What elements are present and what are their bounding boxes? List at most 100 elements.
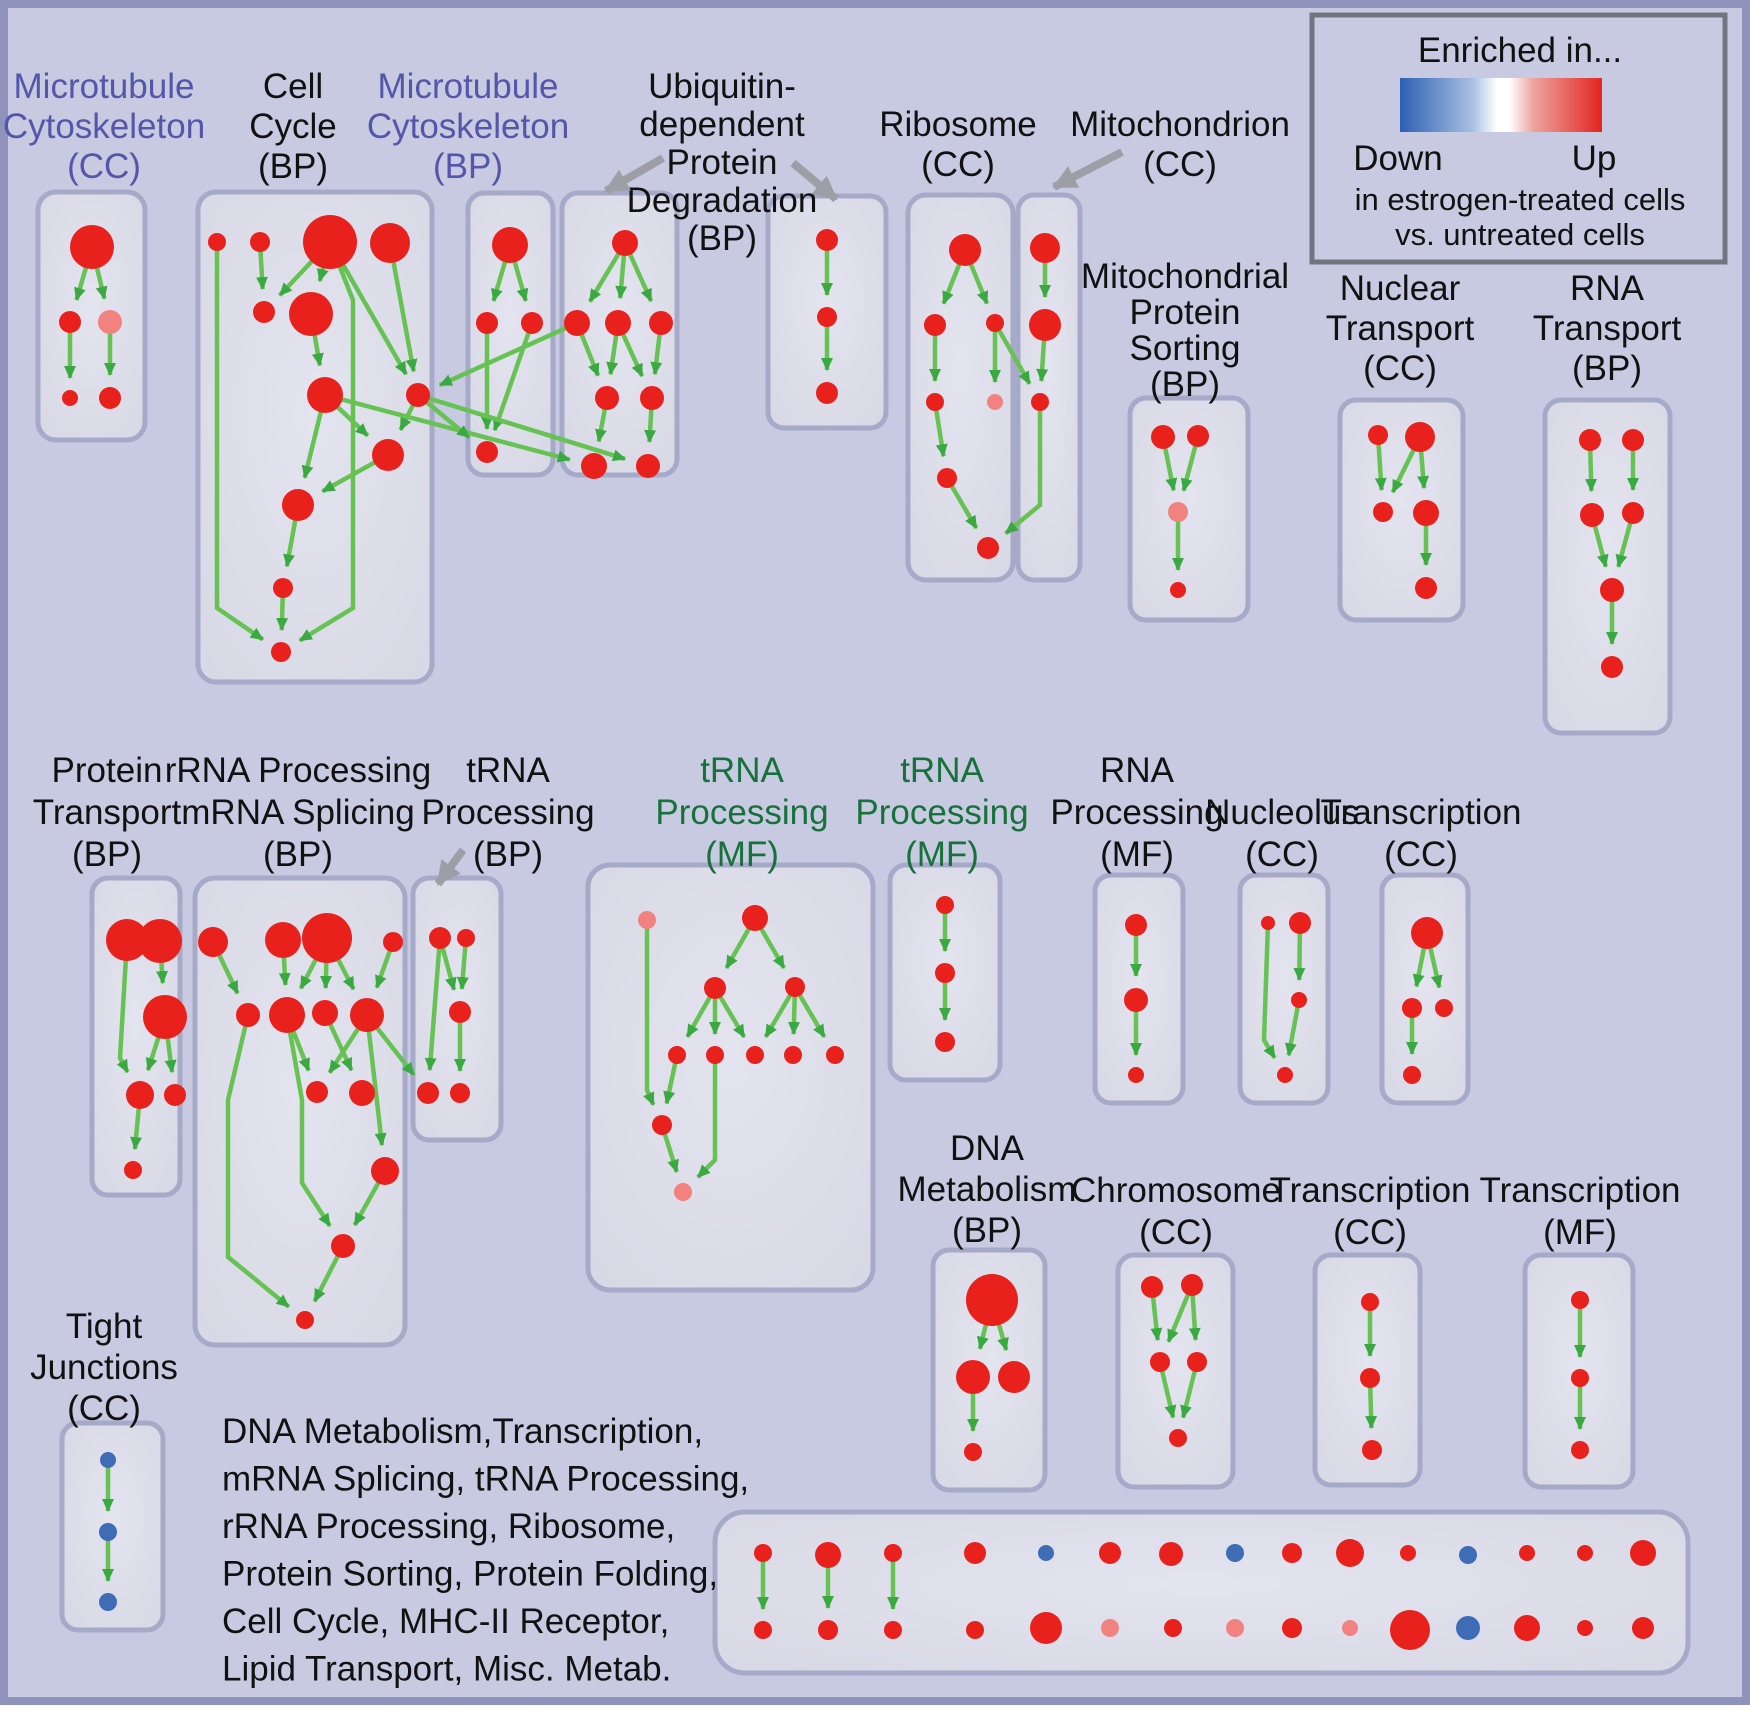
node-rrna-q7 [312,1000,338,1026]
edge-trna-mf-big-g1-g10 [643,920,656,1106]
node-mt-bp-a4 [476,441,498,463]
node-trna-mf-big-g4 [785,977,805,997]
node-rna-trans-t3 [1580,503,1604,527]
cluster-label-line: (CC) [921,145,995,184]
cluster-label-line: (CC) [67,147,141,186]
node-tight-junc-j1 [100,1452,116,1468]
node-misc-m8b [1226,1619,1244,1637]
node-mt-bp-a1 [492,227,528,263]
cluster-label-line: RNA [1570,269,1645,308]
node-misc-m2b [818,1620,838,1640]
cluster-label-line: (CC) [1384,835,1458,874]
cluster-label-line: tRNA [900,751,984,790]
nodes-layer [59,215,1656,1650]
node-cell-cycle-c3 [303,215,357,269]
node-misc-m6t [1099,1542,1121,1564]
node-misc-m10t [1336,1539,1364,1567]
footnote-line: Protein Sorting, Protein Folding, [222,1555,718,1594]
node-misc-m15b [1632,1617,1654,1639]
node-mt-bp-a2 [476,312,498,334]
node-nucleolus-w2 [1289,912,1311,934]
cluster-label-ubq: Ubiquitin-dependentProteinDegradation(BP… [627,67,818,258]
node-prot-trans-p1 [106,919,148,961]
edge-rrna-q5-q13 [225,1014,291,1309]
node-rrna-q9 [306,1081,328,1103]
node-ubq2-u1 [816,229,838,251]
node-prot-trans-p2 [138,919,182,963]
cluster-label-line: mRNA Splicing [181,793,414,832]
node-nucleolus-w4 [1277,1067,1293,1083]
node-ubq-b6 [640,386,664,410]
cluster-label-line: (CC) [1245,835,1319,874]
node-misc-m14t [1577,1545,1593,1561]
node-ubq-b8 [636,454,660,478]
legend-box [1309,12,1728,265]
cluster-label-line: Transport [33,793,182,832]
node-rrna-q13 [296,1311,314,1329]
footnote-line: Lipid Transport, Misc. Metab. [222,1650,671,1689]
node-rrna-q10 [349,1080,375,1106]
node-trna-mf-big-g1 [638,911,656,929]
node-cell-cycle-c9 [282,489,314,521]
node-mito-m2 [1029,309,1061,341]
cluster-label-line: Mitochondrion [1070,105,1290,144]
cluster-label-line: Microtubule [14,67,195,106]
cluster-label-line: Tight [66,1307,143,1346]
cluster-label-line: (CC) [1143,145,1217,184]
cluster-label-line: (MF) [705,835,779,874]
node-misc-m4b [966,1621,984,1639]
node-trna-mf-small-h3 [935,1032,955,1052]
node-transc-cc-low-y3 [1362,1440,1382,1460]
cluster-label-line: Transcription [1480,1171,1681,1210]
cluster-label-ribosome: Ribosome(CC) [879,105,1037,184]
node-misc-m5b [1030,1612,1062,1644]
node-misc-m3b [884,1621,902,1639]
node-trna-mf-big-g2 [742,905,768,931]
node-ubq-b3 [605,310,631,336]
node-rna-trans-t6 [1601,656,1623,678]
node-ubq-b5 [595,386,619,410]
node-trna-bp-tb4 [417,1082,439,1104]
footnote-line: Cell Cycle, MHC-II Receptor, [222,1602,669,1641]
edge-rrna-q6-q12 [284,1014,332,1228]
node-rna-proc-v3 [1128,1067,1144,1083]
cluster-label-line: Nucleolus [1205,793,1359,832]
cluster-label-transc-cc-mid: Transcription(CC) [1321,793,1522,874]
cluster-box-mito-sort [1127,395,1251,623]
node-prot-trans-p5 [164,1084,186,1106]
node-mito-sort-s3 [1168,502,1188,522]
node-ubq-b4 [649,311,673,335]
node-trna-mf-big-g7 [746,1046,764,1064]
cluster-label-line: (BP) [952,1211,1022,1250]
node-dna-met-d3 [998,1361,1030,1393]
node-mt-cc-b [59,311,81,333]
node-mito-sort-s4 [1170,582,1186,598]
cluster-label-line: Microtubule [378,67,559,106]
node-rna-trans-t2 [1622,429,1644,451]
label-pointer-arrow-3 [434,847,467,887]
footnote-line: DNA Metabolism,Transcription, [222,1412,703,1451]
node-cell-cycle-c11 [271,642,291,662]
cluster-label-line: Ribosome [879,105,1037,144]
node-cell-cycle-c4 [370,223,410,263]
legend-subtitle-line: vs. untreated cells [1395,217,1645,252]
node-rrna-q12 [331,1234,355,1258]
node-rrna-q1 [198,927,228,957]
node-misc-m12t [1459,1546,1477,1564]
cluster-label-line: Nuclear [1340,269,1461,308]
edge-cell-cycle-c4-c12 [387,242,418,373]
cluster-label-line: Processing [655,793,828,832]
node-transc-mf-z1 [1571,1291,1589,1309]
cluster-label-line: (BP) [433,147,503,186]
node-misc-m13b [1514,1615,1540,1641]
node-mito-sort-s2 [1187,425,1209,447]
cluster-label-transc-mf: Transcription(MF) [1480,1171,1681,1252]
